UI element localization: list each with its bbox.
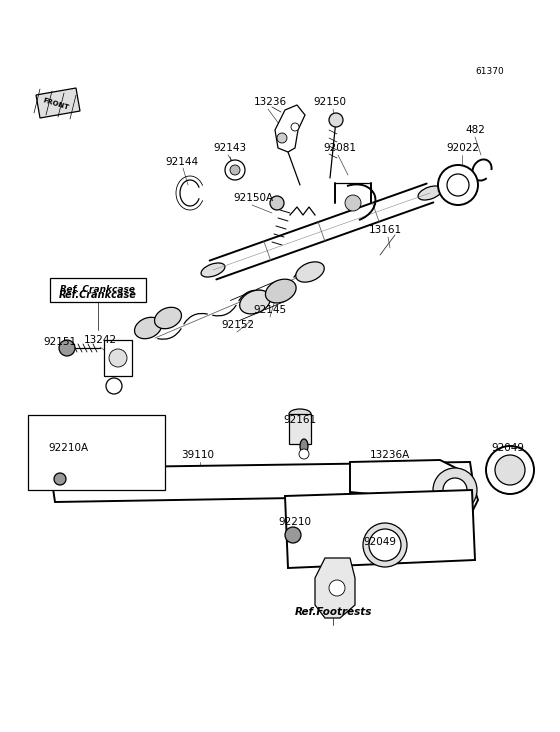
Circle shape xyxy=(414,494,446,526)
Text: 92161: 92161 xyxy=(283,415,316,425)
Text: Ref.Footrests: Ref.Footrests xyxy=(295,607,372,617)
Text: 92144: 92144 xyxy=(165,157,199,167)
Polygon shape xyxy=(285,490,475,568)
Text: 39110: 39110 xyxy=(181,450,214,460)
Circle shape xyxy=(106,378,122,394)
Circle shape xyxy=(285,527,301,543)
Text: 13242: 13242 xyxy=(83,335,116,345)
Ellipse shape xyxy=(289,409,311,419)
Circle shape xyxy=(277,133,287,143)
Circle shape xyxy=(438,165,478,205)
Text: 92049: 92049 xyxy=(492,443,525,453)
Text: 92150A: 92150A xyxy=(233,193,273,203)
Ellipse shape xyxy=(300,439,308,453)
Circle shape xyxy=(447,174,469,196)
Text: 92143: 92143 xyxy=(213,143,246,153)
Polygon shape xyxy=(350,460,478,530)
Text: 482: 482 xyxy=(465,125,485,135)
Polygon shape xyxy=(315,558,355,618)
Text: 92145: 92145 xyxy=(254,305,287,315)
Ellipse shape xyxy=(201,263,225,277)
Circle shape xyxy=(422,502,438,518)
Circle shape xyxy=(299,449,309,459)
Ellipse shape xyxy=(418,186,442,200)
Text: 92210A: 92210A xyxy=(48,443,88,453)
Circle shape xyxy=(345,195,361,211)
Circle shape xyxy=(109,349,127,367)
Circle shape xyxy=(329,113,343,127)
Circle shape xyxy=(54,473,66,485)
Polygon shape xyxy=(28,415,165,490)
Text: Ref.Crankcase: Ref.Crankcase xyxy=(59,290,137,300)
Circle shape xyxy=(230,165,240,175)
Text: 13236: 13236 xyxy=(254,97,287,107)
Circle shape xyxy=(369,529,401,561)
Circle shape xyxy=(59,340,75,356)
Bar xyxy=(50,278,146,302)
Circle shape xyxy=(291,123,299,131)
Circle shape xyxy=(495,455,525,485)
Circle shape xyxy=(225,160,245,180)
Bar xyxy=(289,414,311,444)
Circle shape xyxy=(270,196,284,210)
Circle shape xyxy=(363,523,407,567)
Circle shape xyxy=(433,468,477,512)
Polygon shape xyxy=(36,88,80,118)
Circle shape xyxy=(486,446,534,494)
Text: 92150: 92150 xyxy=(314,97,347,107)
Polygon shape xyxy=(104,340,132,376)
Polygon shape xyxy=(50,462,475,502)
Text: Ref. Crankcase: Ref. Crankcase xyxy=(60,285,136,294)
Text: FRONT: FRONT xyxy=(42,97,70,111)
Ellipse shape xyxy=(296,262,324,282)
Text: 13161: 13161 xyxy=(368,225,402,235)
Text: 92049: 92049 xyxy=(363,537,396,547)
Text: 92210: 92210 xyxy=(278,517,311,527)
Ellipse shape xyxy=(134,317,161,339)
Text: 61370: 61370 xyxy=(475,67,505,77)
Text: 92152: 92152 xyxy=(221,320,255,330)
Text: 13236A: 13236A xyxy=(370,450,410,460)
Polygon shape xyxy=(275,105,305,152)
Circle shape xyxy=(373,533,397,557)
Text: 92081: 92081 xyxy=(324,143,357,153)
Text: 92022: 92022 xyxy=(446,143,479,153)
Ellipse shape xyxy=(240,290,270,314)
Circle shape xyxy=(443,478,467,502)
Ellipse shape xyxy=(265,279,296,303)
Ellipse shape xyxy=(155,307,181,329)
Text: 92151: 92151 xyxy=(44,337,77,347)
Circle shape xyxy=(329,580,345,596)
